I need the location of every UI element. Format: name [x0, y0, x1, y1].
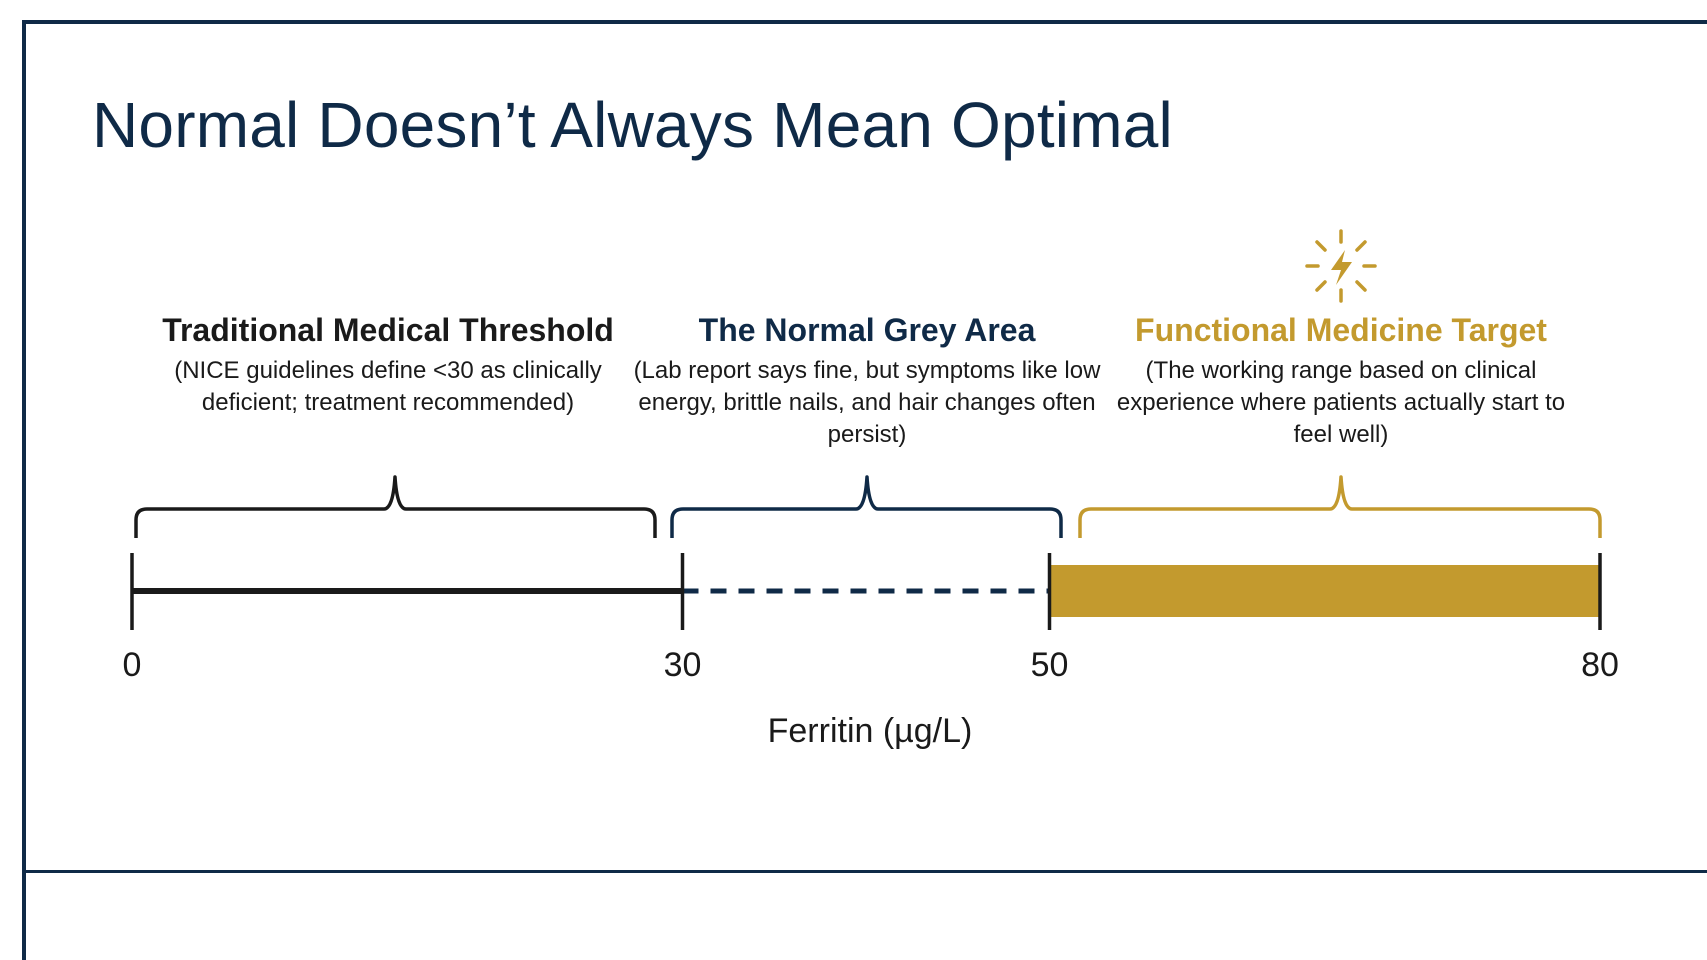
functional-target-description: (The working range based on clinical exp…	[1116, 357, 1566, 448]
functional-range-brace	[1078, 475, 1602, 538]
grey-area-description: (Lab report says fine, but symptoms like…	[633, 357, 1101, 448]
tick-layer: 0 30 50 80	[123, 553, 1619, 684]
functional-target-heading: Functional Medicine Target	[1135, 312, 1547, 348]
grey-area-range-brace	[670, 475, 1063, 538]
axis-label: Ferritin (µg/L)	[768, 712, 973, 750]
range-layer	[132, 565, 1600, 617]
range-bar-2	[1049, 565, 1600, 617]
traditional-threshold-description: (NICE guidelines define <30 as clinicall…	[174, 357, 602, 416]
traditional-threshold-heading: Traditional Medical Threshold	[162, 312, 614, 348]
grey-area-section: The Normal Grey Area (Lab report says fi…	[632, 312, 1102, 451]
page-title: Normal Doesn’t Always Mean Optimal	[92, 89, 1173, 161]
traditional-threshold-section: Traditional Medical Threshold (NICE guid…	[153, 312, 623, 419]
traditional-range-brace	[134, 475, 657, 538]
tick-label-1: 30	[664, 646, 702, 684]
sparkle-lightning-icon	[1305, 229, 1377, 303]
tick-label-2: 50	[1031, 646, 1069, 684]
tick-label-3: 80	[1581, 646, 1619, 684]
grey-area-heading: The Normal Grey Area	[698, 312, 1036, 348]
frame-top-border	[22, 20, 1707, 24]
functional-target-section: Functional Medicine Target (The working …	[1106, 312, 1576, 451]
frame-left-border	[22, 20, 26, 960]
tick-label-0: 0	[123, 646, 142, 684]
bottom-divider	[22, 870, 1707, 873]
